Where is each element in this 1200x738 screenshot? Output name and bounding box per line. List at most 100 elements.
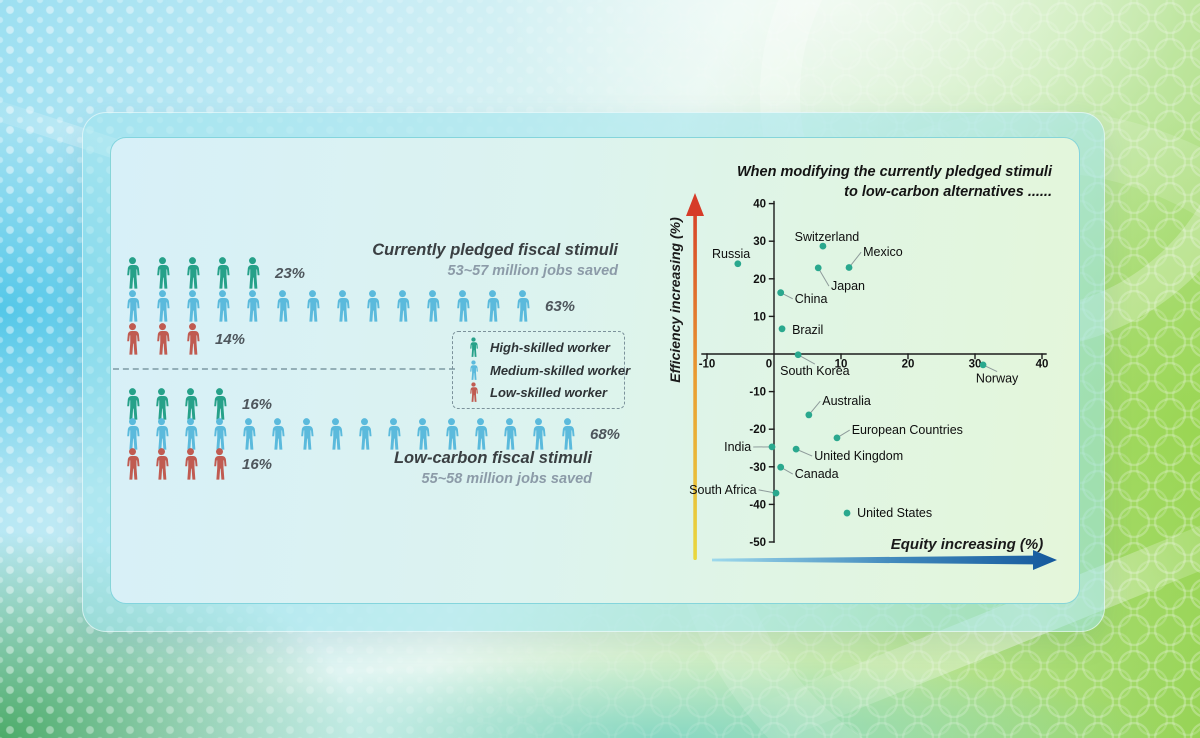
country-label: India: [724, 440, 751, 454]
y-tick-label: -10: [749, 387, 766, 399]
country-label: South Korea: [780, 364, 850, 378]
percent-label: 16%: [242, 456, 273, 473]
country-label: Mexico: [863, 245, 903, 259]
efficiency-arrow-head: [686, 193, 704, 216]
pledged-stimuli-caption: Currently pledged fiscal stimuli 53~57 m…: [372, 240, 618, 281]
low-skilled-worker-icon: [151, 448, 172, 481]
medium-skilled-worker-icon: [267, 418, 288, 451]
y-tick-label: -50: [749, 537, 766, 549]
high-skilled-worker-icon: [467, 337, 480, 358]
worker-row-medium-pledged: 63%: [122, 290, 575, 323]
x-tick-label: 30: [969, 359, 982, 371]
y-tick-label: 30: [753, 236, 766, 248]
y-tick-label: 20: [753, 274, 766, 286]
worker-legend: High-skilled worker Medium-skilled worke…: [452, 331, 630, 409]
y-tick-label: -30: [749, 462, 766, 474]
medium-skilled-worker-icon: [512, 290, 533, 323]
country-label: Norway: [976, 372, 1019, 386]
medium-skilled-worker-icon: [470, 418, 491, 451]
legend-label: High-skilled worker: [490, 340, 610, 356]
data-point-south-africa: [772, 489, 780, 497]
legend-item-low: Low-skilled worker: [467, 382, 624, 403]
x-tick-label: 0: [766, 359, 772, 371]
label-leader-line: [817, 267, 830, 287]
y-tick-label: -20: [749, 424, 766, 436]
country-label: United States: [857, 506, 932, 520]
medium-skilled-worker-icon: [412, 418, 433, 451]
percent-label: 68%: [590, 426, 621, 443]
data-point-united-kingdom: [792, 445, 800, 453]
medium-skilled-worker-icon: [272, 290, 293, 323]
medium-skilled-worker-icon: [467, 360, 480, 381]
worker-icons: [122, 323, 203, 356]
high-skilled-worker-icon: [152, 257, 173, 290]
medium-skilled-worker-icon: [441, 418, 462, 451]
worker-row-medium-lowcarbon: 68%: [122, 418, 620, 451]
legend-label: Low-skilled worker: [490, 384, 608, 400]
medium-skilled-worker-icon: [209, 418, 230, 451]
medium-skilled-worker-icon: [332, 290, 353, 323]
legend-label: Medium-skilled worker: [490, 362, 631, 378]
high-skilled-worker-icon: [212, 257, 233, 290]
high-skilled-worker-icon: [182, 257, 203, 290]
x-tick-label: 20: [902, 359, 915, 371]
medium-skilled-worker-icon: [499, 418, 520, 451]
country-label: Canada: [795, 467, 839, 481]
medium-skilled-worker-icon: [325, 418, 346, 451]
scatter-title-line2: to low-carbon alternatives ......: [844, 183, 1052, 200]
medium-skilled-worker-icon: [528, 418, 549, 451]
percent-label: 23%: [275, 265, 306, 282]
data-point-india: [768, 443, 776, 451]
medium-skilled-worker-icon: [238, 418, 259, 451]
lowcarbon-subtitle: 55~58 million jobs saved: [421, 471, 592, 487]
medium-skilled-worker-icon: [180, 418, 201, 451]
country-label: United Kingdom: [814, 449, 903, 463]
data-point-south-korea: [794, 351, 802, 359]
equity-arrow: [712, 550, 1057, 570]
medium-skilled-worker-icon: [383, 418, 404, 451]
medium-skilled-worker-icon: [151, 418, 172, 451]
high-skilled-worker-icon: [180, 388, 201, 421]
worker-row-low-lowcarbon: 16%: [122, 448, 272, 481]
worker-icons: [122, 290, 533, 323]
medium-skilled-worker-icon: [362, 290, 383, 323]
percent-label: 16%: [242, 396, 273, 413]
low-skilled-worker-icon: [180, 448, 201, 481]
legend-item-high: High-skilled worker: [467, 337, 624, 358]
x-tick-label: 40: [1036, 359, 1049, 371]
percent-label: 63%: [545, 298, 576, 315]
low-skilled-worker-icon: [122, 323, 143, 356]
legend-item-medium: Medium-skilled worker: [467, 360, 630, 381]
y-tick-label: 10: [753, 311, 766, 323]
worker-icons: [122, 418, 578, 451]
efficiency-arrow-shaft: [693, 209, 697, 560]
country-label: South Africa: [689, 483, 756, 497]
pledged-title: Currently pledged fiscal stimuli: [372, 241, 618, 259]
country-label: Japan: [831, 279, 865, 293]
country-label: European Countries: [852, 423, 963, 437]
data-point-european-countries: [833, 434, 841, 442]
x-tick-label: -10: [699, 359, 716, 371]
data-point-mexico: [845, 264, 853, 271]
country-label: Russia: [712, 247, 750, 261]
data-point-united-states: [843, 509, 851, 517]
data-point-norway: [979, 361, 987, 369]
data-point-russia: [734, 260, 742, 268]
worker-row-low-pledged: 14%: [122, 323, 245, 356]
low-skilled-worker-icon: [122, 448, 143, 481]
medium-skilled-worker-icon: [122, 418, 143, 451]
y-tick-label: 40: [753, 199, 766, 211]
data-point-switzerland: [819, 242, 827, 250]
medium-skilled-worker-icon: [452, 290, 473, 323]
medium-skilled-worker-icon: [422, 290, 443, 323]
percent-label: 14%: [215, 331, 246, 348]
dashed-separator: [113, 368, 455, 370]
worker-row-high-pledged: 23%: [122, 257, 305, 290]
worker-row-high-lowcarbon: 16%: [122, 388, 272, 421]
medium-skilled-worker-icon: [152, 290, 173, 323]
data-point-japan: [814, 264, 822, 272]
medium-skilled-worker-icon: [392, 290, 413, 323]
worker-icons: [122, 388, 230, 421]
lowcarbon-stimuli-caption: Low-carbon fiscal stimuli 55~58 million …: [394, 448, 592, 489]
